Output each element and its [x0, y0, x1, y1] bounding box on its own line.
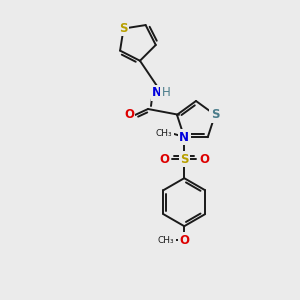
Text: O: O [199, 153, 209, 166]
Text: N: N [152, 86, 162, 100]
Text: S: S [211, 108, 219, 121]
Text: N: N [179, 131, 189, 144]
Text: O: O [124, 109, 134, 122]
Text: S: S [180, 153, 188, 166]
Text: O: O [179, 234, 189, 247]
Text: CH₃: CH₃ [156, 129, 172, 138]
Text: S: S [119, 22, 128, 35]
Text: O: O [159, 153, 169, 166]
Text: CH₃: CH₃ [158, 236, 175, 245]
Text: H: H [162, 86, 170, 100]
